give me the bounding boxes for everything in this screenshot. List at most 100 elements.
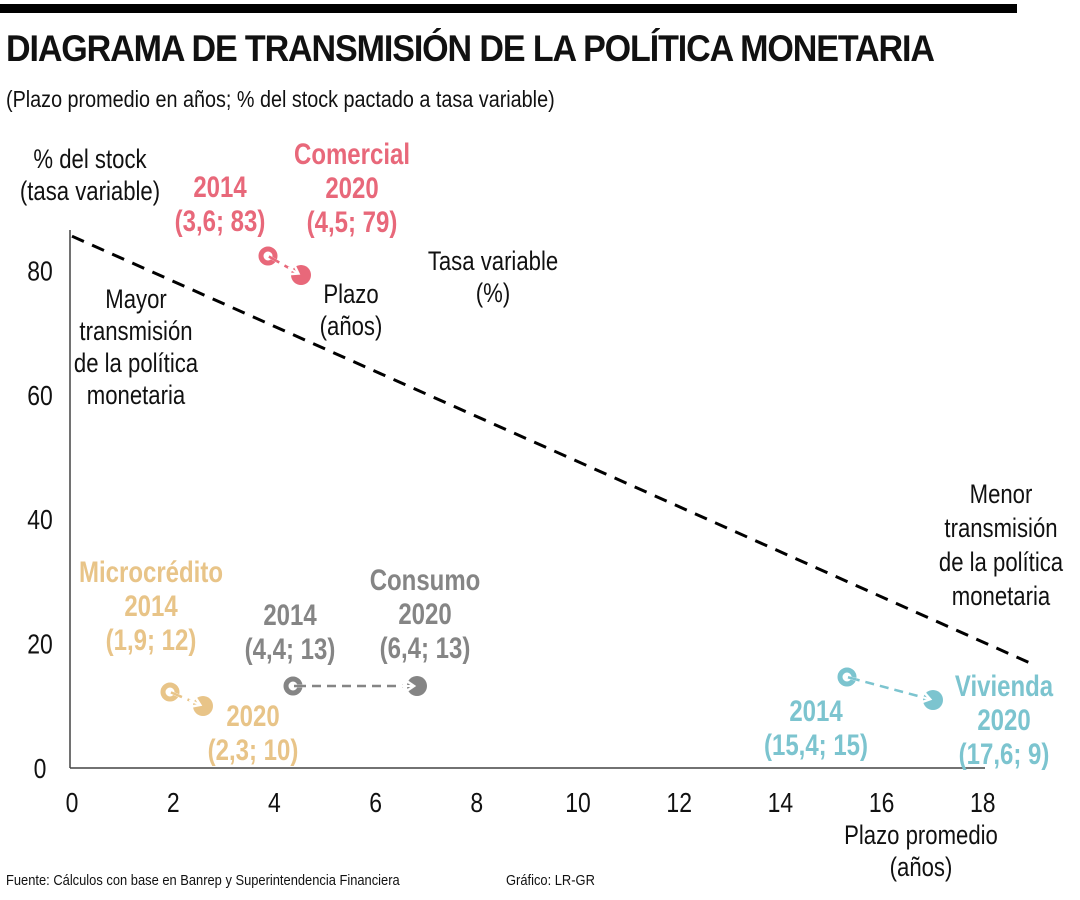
value-label: (4,4; 13): [245, 631, 336, 665]
x-tick-label-group: 8: [470, 788, 483, 819]
y-tick-label-group: 40: [27, 505, 53, 536]
x-tick-label-group: 2: [167, 788, 180, 819]
y-axis-title-group: % del stock: [33, 145, 147, 175]
x-tick-label: 0: [66, 788, 79, 819]
annotation-menor-transmision: monetaria: [952, 582, 1051, 612]
annotation-menor-transmision: transmisión: [944, 514, 1057, 544]
series-name-label: Consumo: [370, 562, 481, 596]
y-tick-label-group: 60: [27, 381, 53, 412]
y-axis-title-group: (tasa variable): [20, 177, 160, 207]
legend-note-tasa-variable-group: (%): [476, 279, 510, 309]
x-tick-label-group: 14: [768, 788, 794, 819]
value-label-group: (17,6; 9): [959, 736, 1050, 770]
x-tick-label: 12: [666, 788, 692, 819]
x-tick-label-group: 16: [869, 788, 895, 819]
threshold-dashed-line: [71, 234, 1029, 664]
series-name-label-group: Consumo: [370, 562, 481, 596]
year-label-group: 2014: [124, 588, 177, 622]
chart-title: DIAGRAMA DE TRANSMISIÓN DE LA POLÍTICA M…: [6, 28, 935, 69]
year-label: 2020: [226, 698, 279, 732]
annotation-mayor-transmision: de la política: [74, 349, 198, 379]
value-label: (2,3; 10): [208, 732, 299, 766]
marker-2014: [258, 246, 278, 266]
legend-note-plazo: Plazo: [323, 280, 378, 310]
year-label: 2020: [977, 702, 1030, 736]
y-axis-title: (tasa variable): [20, 177, 160, 207]
year-label-group: 2020: [398, 596, 451, 630]
annotation-menor-transmision-group: Menor: [970, 480, 1033, 510]
y-tick-label-group: 80: [27, 256, 53, 287]
year-label: 2020: [398, 596, 451, 630]
legend-note-plazo: (años): [320, 312, 383, 342]
annotation-menor-transmision-group: transmisión: [944, 514, 1057, 544]
annotation-mayor-transmision: Mayor: [105, 285, 166, 315]
y-axis-title: % del stock: [33, 145, 147, 175]
series-name-label-group: Comercial: [294, 136, 410, 170]
value-label-group: (4,5; 79): [307, 204, 398, 238]
marker-2020: [407, 676, 427, 696]
x-tick-label: 6: [369, 788, 382, 819]
x-tick-label-group: 4: [268, 788, 281, 819]
value-label: (6,4; 13): [380, 630, 471, 664]
value-label-group: (6,4; 13): [380, 630, 471, 664]
marker-2014: [160, 682, 180, 702]
y-tick-label: 60: [27, 381, 53, 412]
y-tick-label: 80: [27, 256, 53, 287]
x-tick-label: 10: [565, 788, 591, 819]
arrow-start-stub: [847, 676, 857, 681]
year-label: 2014: [263, 597, 316, 631]
x-axis-title: (años): [890, 853, 953, 883]
annotation-mayor-transmision-group: de la política: [74, 349, 198, 379]
year-label: 2014: [789, 693, 842, 727]
annotation-menor-transmision-group: de la política: [939, 548, 1063, 578]
series-name-label-group: Vivienda: [955, 668, 1054, 702]
axes: 0 2 4 6 8 10 12 14 16 18 0 20 40 60 80 % del stock(tasa…: [20, 145, 998, 883]
y-tick-label: 20: [27, 630, 53, 661]
year-label: 2014: [193, 169, 246, 203]
graphic-credit: Gráfico: LR-GR: [506, 872, 595, 889]
arrow-shaft-cut: [918, 695, 931, 701]
annotation-mayor-transmision-group: transmisión: [79, 317, 192, 347]
series-name-label: Vivienda: [955, 668, 1054, 702]
x-tick-label: 16: [869, 788, 895, 819]
legend-note-tasa-variable: Tasa variable: [428, 247, 558, 277]
value-label: (4,5; 79): [307, 204, 398, 238]
legend-note-plazo-group: Plazo: [323, 280, 378, 310]
x-axis-title: Plazo promedio: [844, 821, 998, 851]
annotation-menor-transmision: Menor: [970, 480, 1033, 510]
x-axis-title-group: Plazo promedio: [844, 821, 998, 851]
legend-note-plazo-group: (años): [320, 312, 383, 342]
x-axis-title-group: (años): [890, 853, 953, 883]
marker-2014: [837, 667, 857, 687]
threshold-line-group: [71, 234, 1029, 664]
year-label-group: 2020: [325, 170, 378, 204]
y-tick-label-group: 0: [34, 754, 47, 785]
value-label: (17,6; 9): [959, 736, 1050, 770]
legend-note-tasa-variable: (%): [476, 279, 510, 309]
year-label: 2020: [325, 170, 378, 204]
value-label: (15,4; 15): [764, 727, 868, 761]
value-label: (1,9; 12): [106, 622, 197, 656]
x-tick-label-group: 12: [666, 788, 692, 819]
arrow-connector: [850, 676, 920, 698]
arrow-start-stub: [170, 691, 180, 698]
year-label-group: 2014: [263, 597, 316, 631]
value-label-group: (1,9; 12): [106, 622, 197, 656]
annotation-mayor-transmision: monetaria: [87, 381, 186, 411]
year-label: 2014: [124, 588, 177, 622]
arrow-shaft-cut: [188, 699, 201, 706]
chart-subtitle: (Plazo promedio en años; % del stock pac…: [6, 86, 555, 112]
y-tick-label: 40: [27, 505, 53, 536]
annotation-menor-transmision: de la política: [939, 548, 1063, 578]
series-name-label: Microcrédito: [79, 554, 223, 588]
x-tick-label: 8: [470, 788, 483, 819]
value-label: (3,6; 83): [175, 203, 266, 237]
year-label-group: 2020: [977, 702, 1030, 736]
year-label-group: 2014: [789, 693, 842, 727]
